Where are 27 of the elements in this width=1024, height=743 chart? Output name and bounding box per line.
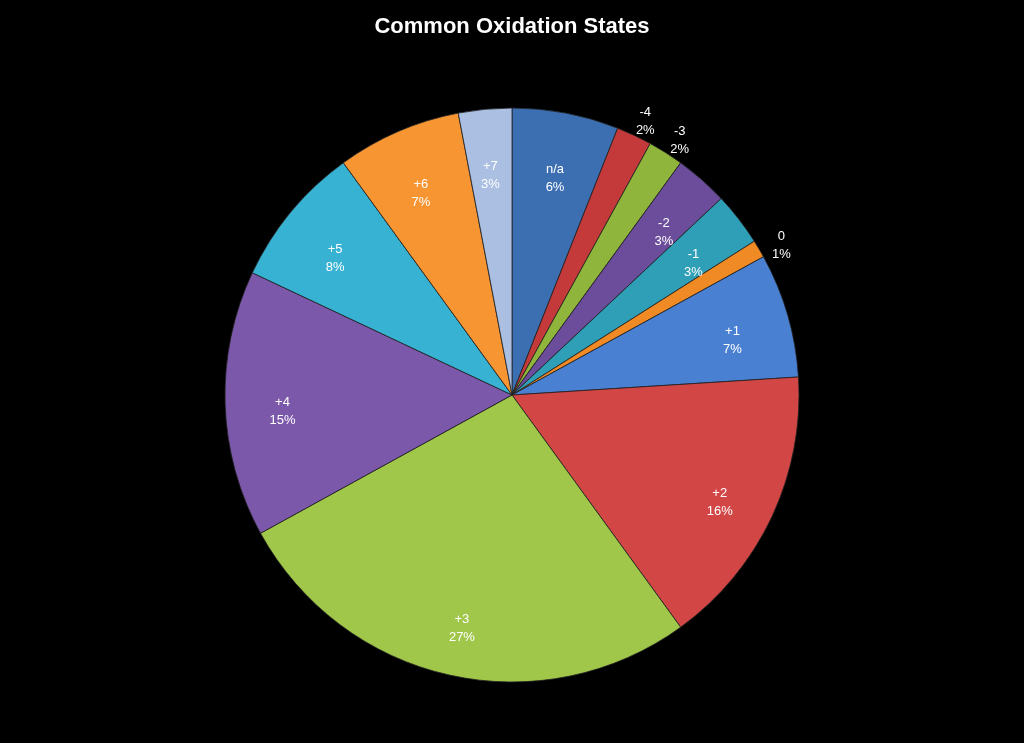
- chart-title: Common Oxidation States: [374, 13, 650, 38]
- slice-label: +2: [712, 484, 728, 500]
- data-label: 3%: [480, 176, 501, 192]
- data-label: 7%: [411, 194, 431, 210]
- slice-label: +7: [482, 158, 498, 174]
- slice-label: -2: [658, 214, 670, 230]
- data-label: 16%: [706, 502, 734, 518]
- data-label: 3%: [684, 264, 704, 280]
- slice-label: +6: [413, 176, 429, 192]
- slice-label: -1: [687, 246, 700, 262]
- slice-label: 0: [777, 227, 786, 243]
- data-label: 7%: [723, 340, 743, 356]
- data-label: 2%: [635, 121, 656, 137]
- data-label: 6%: [545, 179, 565, 195]
- slice-label: -3: [673, 122, 686, 138]
- slice-label: +3: [454, 611, 470, 627]
- data-label: 27%: [448, 629, 476, 645]
- slice-label: +1: [725, 322, 740, 338]
- slice-label: +5: [327, 240, 343, 256]
- data-label: 1%: [772, 245, 792, 261]
- slice-label: +4: [275, 394, 290, 410]
- slice-label: -4: [639, 103, 652, 119]
- data-label: 15%: [269, 412, 296, 428]
- data-label: 3%: [654, 232, 674, 248]
- data-label: 8%: [325, 258, 345, 274]
- data-label: 2%: [670, 140, 690, 156]
- slice-label: n/a: [545, 161, 565, 177]
